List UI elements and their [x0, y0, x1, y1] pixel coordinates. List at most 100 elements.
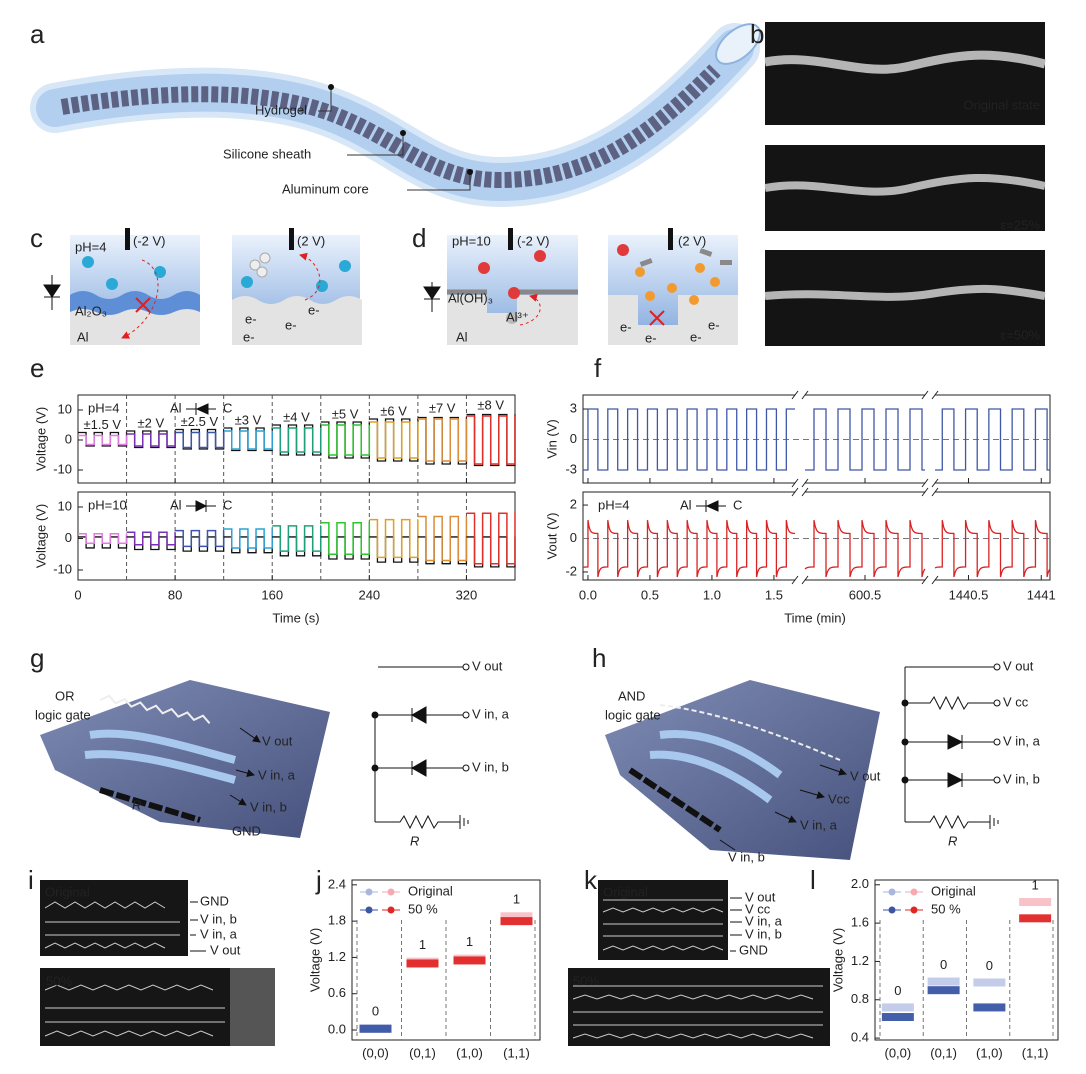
gate-title: OR [55, 688, 75, 703]
circuit-label: V out [472, 658, 503, 673]
input-wave [175, 431, 225, 449]
x-tick-label: 0 [74, 587, 81, 602]
panel-label: e [30, 353, 44, 383]
input-wave [78, 533, 128, 544]
x-axis-label: Time (s) [272, 610, 319, 625]
mechanism-d [423, 228, 738, 345]
bias-label: (2 V) [678, 233, 706, 248]
gate-title: logic gate [605, 707, 661, 722]
resistor-label: R [410, 833, 419, 848]
bias-label: (-2 V) [133, 233, 166, 248]
input-wave [417, 418, 468, 462]
output-wave [417, 536, 468, 565]
or-gate-circuit [371, 663, 470, 830]
wire-label: GND [232, 823, 261, 838]
diode-symbol [195, 500, 208, 512]
x-tick-label: (0,1) [930, 1045, 957, 1060]
input-wave [320, 424, 371, 456]
legend-label: 50 % [931, 901, 961, 916]
output-wave [175, 536, 225, 552]
y-axis-label: Voltage (V) [307, 928, 322, 992]
logic-label: 0 [372, 1004, 379, 1019]
step-label: ±7 V [429, 400, 456, 415]
panel-label: f [594, 353, 602, 383]
legend-marker [910, 888, 918, 896]
photo-caption: ε=25% [1001, 217, 1041, 232]
device-label: Al [680, 497, 692, 512]
dot-cluster [453, 956, 486, 965]
y-tick-label: 0 [65, 530, 72, 545]
and-gate-circuit [901, 663, 1001, 830]
panel-label: i [28, 865, 34, 895]
y-tick-label: -3 [565, 461, 577, 476]
metal-label: Al [77, 329, 89, 344]
output-wave [466, 413, 516, 467]
ph-annotation: pH=4 [598, 497, 629, 512]
axis-break [925, 490, 935, 494]
input-wave [466, 512, 516, 565]
output-wave [320, 421, 370, 459]
axis-break-mark [921, 478, 939, 488]
circuit-label: V out [1003, 658, 1034, 673]
ph-label: pH=4 [75, 239, 106, 254]
device-label: C [223, 400, 232, 415]
x-tick-label: 0.5 [641, 587, 659, 602]
x-tick-label: 600.5 [849, 587, 882, 602]
signal-wave [805, 408, 925, 471]
y-tick-label: 0.4 [851, 1030, 869, 1045]
y-axis-label: Voltage (V) [33, 407, 48, 471]
y-tick-label: 2 [570, 496, 577, 511]
input-wave [417, 515, 468, 562]
callout: Hydrogel [255, 102, 307, 117]
device-label: C [733, 497, 742, 512]
axis-break-mark [791, 575, 809, 585]
logic-label: 0 [986, 958, 993, 973]
x-tick-label: 1.0 [703, 587, 721, 602]
y-tick-label: 1.8 [328, 913, 346, 928]
dot-cluster [973, 978, 1006, 987]
y-tick-label: 10 [58, 401, 72, 416]
step-label: ±2.5 V [181, 414, 219, 429]
circuit-photos [40, 880, 830, 1046]
wire-label: V in, b [745, 926, 782, 941]
input-wave [223, 430, 273, 450]
signal-wave [804, 519, 926, 578]
axis-break [925, 481, 935, 485]
wire-label: V in, a [745, 913, 783, 928]
plot-frame [582, 491, 1051, 581]
output-wave [175, 428, 225, 450]
dot-cluster [881, 1013, 914, 1022]
circuit-label: V in, a [1003, 733, 1041, 748]
logic-label: 1 [419, 937, 426, 952]
wire-label: V in, a [200, 926, 238, 941]
y-axis-label: Voltage (V) [830, 928, 845, 992]
dot-cluster [406, 959, 439, 968]
x-tick-label: (1,0) [976, 1045, 1003, 1060]
x-tick-label: 1.5 [765, 587, 783, 602]
dot-cluster [973, 1003, 1006, 1012]
y-tick-label: -2 [565, 563, 577, 578]
x-tick-label: 0.0 [579, 587, 597, 602]
input-wave [223, 528, 273, 549]
output-wave [320, 536, 370, 560]
mechanism-c [43, 228, 362, 345]
electron-label: e- [645, 330, 657, 345]
axis-break-mark [921, 575, 939, 585]
dot-cluster [359, 1024, 392, 1033]
x-tick-label: (0,0) [885, 1045, 912, 1060]
x-tick-label: 1440.5 [949, 587, 989, 602]
x-tick-label: (1,1) [1022, 1045, 1049, 1060]
dot-cluster [927, 986, 960, 995]
panel-label: j [315, 865, 322, 895]
step-label: ±8 V [477, 397, 504, 412]
input-wave [78, 434, 128, 446]
dot-cluster [500, 912, 533, 921]
axis-break-mark [921, 390, 939, 400]
output-wave [126, 430, 176, 449]
electron-label: e- [245, 311, 257, 326]
y-tick-label: 1.2 [851, 953, 869, 968]
wire-label: Vcc [828, 791, 850, 806]
wire-label: V in, a [800, 817, 838, 832]
x-tick-label: 240 [358, 587, 380, 602]
